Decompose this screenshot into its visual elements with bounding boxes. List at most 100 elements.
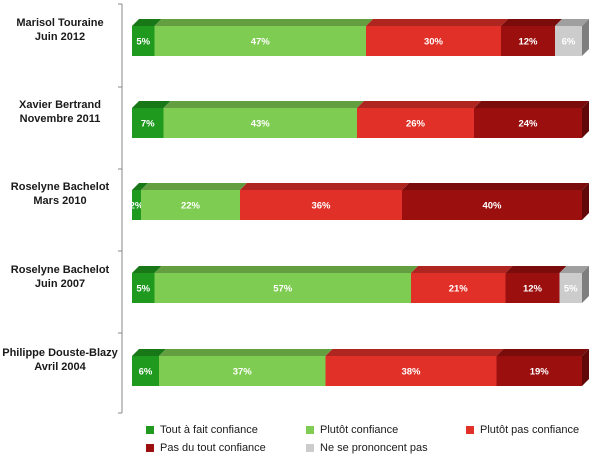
bar-segment	[240, 190, 402, 220]
category-axis	[118, 3, 123, 414]
category-label-line: Juin 2012	[35, 31, 85, 43]
data-label: 40%	[482, 201, 502, 212]
bar-segment	[357, 108, 474, 138]
data-label: 47%	[251, 37, 271, 48]
bar-segment-top	[154, 266, 418, 273]
bar-segment	[132, 273, 155, 303]
data-label: 37%	[233, 367, 253, 378]
category-label-line: Mars 2010	[33, 195, 86, 207]
legend-label: Tout à fait confiance	[160, 424, 258, 436]
data-label: 21%	[449, 284, 469, 295]
bar-segment-top	[132, 19, 162, 26]
bar-segment-side	[582, 19, 589, 56]
bar-segment-top	[357, 101, 481, 108]
bar-segment	[163, 108, 357, 138]
bar-segment	[132, 190, 141, 220]
category-label-line: Philippe Douste-Blazy	[2, 347, 118, 359]
legend-swatch	[466, 426, 474, 434]
bar-segment-side	[582, 183, 589, 220]
bars: 5% 47% 30% 12% 6% 7% 43% 26% 24% 2% 22% 36% 40% 5% 57%…	[130, 19, 589, 386]
data-label: 6%	[562, 37, 576, 48]
legend-item: Pas du tout confiance	[146, 442, 266, 454]
category-label-line: Marisol Touraine	[16, 17, 103, 29]
bar-segment-side	[582, 266, 589, 303]
category-label: Roselyne Bachelot Mars 2010	[11, 181, 110, 207]
data-label: 19%	[530, 367, 550, 378]
bar-row: 7% 43% 26% 24%	[132, 101, 589, 138]
category-label: Xavier Bertrand Novembre 2011	[19, 99, 101, 125]
category-label: Philippe Douste-Blazy Avril 2004	[2, 347, 118, 373]
data-label: 36%	[311, 201, 331, 212]
bar-segment-top	[474, 101, 589, 108]
data-label: 43%	[251, 119, 271, 130]
bar-segment	[505, 273, 560, 303]
category-label: Marisol Touraine Juin 2012	[16, 17, 103, 43]
bar-segment-top	[132, 349, 166, 356]
bar-segment-top	[402, 183, 589, 190]
bar-segment-top	[366, 19, 508, 26]
bar-row: 5% 57% 21% 12% 5%	[132, 266, 589, 303]
bar-segment-top	[154, 19, 373, 26]
data-label: 12%	[523, 284, 543, 295]
bar-segment-top	[496, 349, 589, 356]
legend-label: Plutôt pas confiance	[480, 424, 580, 436]
data-label: 5%	[136, 37, 150, 48]
bar-row: 6% 37% 38% 19%	[132, 349, 589, 386]
category-label: Roselyne Bachelot Juin 2007	[11, 264, 110, 290]
bar-segment	[159, 356, 326, 386]
bar-segment-top	[141, 183, 247, 190]
bar-row: 2% 22% 36% 40%	[130, 183, 589, 220]
data-label: 38%	[401, 367, 421, 378]
bar-segment	[132, 356, 159, 386]
bar-segment	[325, 356, 497, 386]
legend-label: Pas du tout confiance	[160, 442, 266, 454]
bar-segment-side	[582, 101, 589, 138]
bar-segment	[132, 26, 155, 56]
bar-segment-top	[505, 266, 567, 273]
bar-segment	[496, 356, 582, 386]
category-labels: Marisol Touraine Juin 2012 Xavier Bertrand…	[2, 17, 118, 373]
category-label-line: Roselyne Bachelot	[11, 181, 110, 193]
category-label-line: Avril 2004	[34, 361, 86, 373]
bar-segment	[154, 273, 411, 303]
bar-segment	[366, 26, 501, 56]
bar-segment-top	[555, 19, 589, 26]
bar-segment	[559, 273, 582, 303]
bar-segment-top	[163, 101, 364, 108]
bar-segment-top	[132, 101, 171, 108]
bar-segment	[555, 26, 582, 56]
bar-segment-top	[240, 183, 409, 190]
legend-item: Plutôt confiance	[306, 424, 398, 436]
data-label: 5%	[136, 284, 150, 295]
category-label-line: Juin 2007	[35, 278, 85, 290]
legend-swatch	[146, 426, 154, 434]
bar-segment	[501, 26, 555, 56]
bar-segment-top	[411, 266, 513, 273]
category-label-line: Novembre 2011	[20, 113, 101, 125]
legend-swatch	[146, 444, 154, 452]
category-label-line: Xavier Bertrand	[19, 99, 101, 111]
legend-swatch	[306, 426, 314, 434]
bar-segment-top	[559, 266, 589, 273]
category-label-line: Roselyne Bachelot	[11, 264, 110, 276]
bar-segment	[141, 190, 240, 220]
legend-label: Ne se prononcent pas	[320, 442, 428, 454]
legend-item: Tout à fait confiance	[146, 424, 258, 436]
data-label: 7%	[141, 119, 155, 130]
data-label: 12%	[518, 37, 538, 48]
data-label: 57%	[273, 284, 293, 295]
data-label: 2%	[130, 201, 144, 212]
data-label: 26%	[406, 119, 426, 130]
data-label: 5%	[564, 284, 578, 295]
bar-segment-top	[132, 183, 148, 190]
bar-row: 5% 47% 30% 12% 6%	[132, 19, 589, 56]
bar-segment	[402, 190, 582, 220]
legend-label: Plutôt confiance	[320, 424, 399, 436]
bar-segment	[132, 108, 164, 138]
legend-item: Plutôt pas confiance	[466, 424, 579, 436]
legend-item: Ne se prononcent pas	[306, 442, 428, 454]
data-label: 22%	[181, 201, 201, 212]
bar-segment-top	[159, 349, 333, 356]
bar-segment-top	[325, 349, 504, 356]
